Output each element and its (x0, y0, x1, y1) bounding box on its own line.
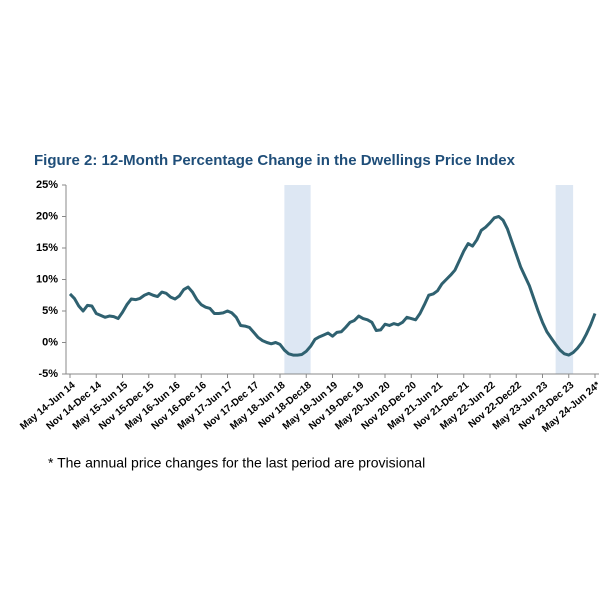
y-tick-label: 10% (36, 273, 58, 285)
chart-title: Figure 2: 12-Month Percentage Change in … (34, 152, 516, 169)
y-tick-label: 15% (36, 242, 58, 254)
data-layer (68, 215, 597, 357)
y-tick-label: 5% (42, 305, 58, 317)
shade-layer (284, 185, 574, 374)
series-line (68, 215, 597, 357)
footnote: * The annual price changes for the last … (48, 455, 425, 471)
shaded-period (555, 185, 574, 374)
y-tick-label: 20% (36, 210, 58, 222)
shaded-period (284, 185, 311, 374)
y-tick-label: 25% (36, 179, 58, 191)
y-tick-label: -5% (38, 368, 58, 380)
y-tick-label: 0% (42, 336, 58, 348)
